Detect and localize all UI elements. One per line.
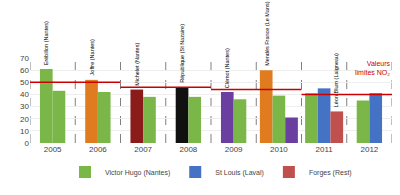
svg-text:10: 10 [20,127,29,136]
svg-text:Erébillon (Nantes): Erébillon (Nantes) [43,21,49,65]
svg-text:2012: 2012 [360,145,378,154]
svg-text:Forges (Rest): Forges (Rest) [309,169,352,177]
svg-text:40: 40 [20,90,29,99]
svg-text:30: 30 [20,102,29,111]
svg-text:République (St Nazaire): République (St Nazaire) [179,24,185,83]
svg-text:Mendès France (Le Mans): Mendès France (Le Mans) [264,1,270,66]
svg-text:20: 20 [20,115,29,124]
svg-text:Léon Blum (Laigneau): Léon Blum (Laigneau) [333,53,339,107]
svg-text:Michelet (Nantes): Michelet (Nantes) [134,43,140,86]
svg-text:Clémot (Nantes): Clémot (Nantes) [224,48,230,88]
svg-text:2009: 2009 [225,145,243,154]
svg-text:0: 0 [25,139,30,148]
svg-text:2006: 2006 [89,145,107,154]
svg-text:St Louis (Laval): St Louis (Laval) [215,169,264,177]
svg-text:2008: 2008 [179,145,197,154]
svg-text:2010: 2010 [270,145,288,154]
svg-text:Joffre (Nantes): Joffre (Nantes) [89,39,95,75]
svg-text:50: 50 [20,78,29,87]
svg-text:70: 70 [20,54,29,63]
svg-text:60: 60 [20,66,29,75]
svg-text:Valeurslimites NO₂: Valeurslimites NO₂ [355,60,390,76]
svg-text:2007: 2007 [134,145,152,154]
svg-text:Victor Hugo (Nantes): Victor Hugo (Nantes) [105,169,170,177]
svg-text:2005: 2005 [44,145,62,154]
svg-text:2011: 2011 [316,145,334,154]
